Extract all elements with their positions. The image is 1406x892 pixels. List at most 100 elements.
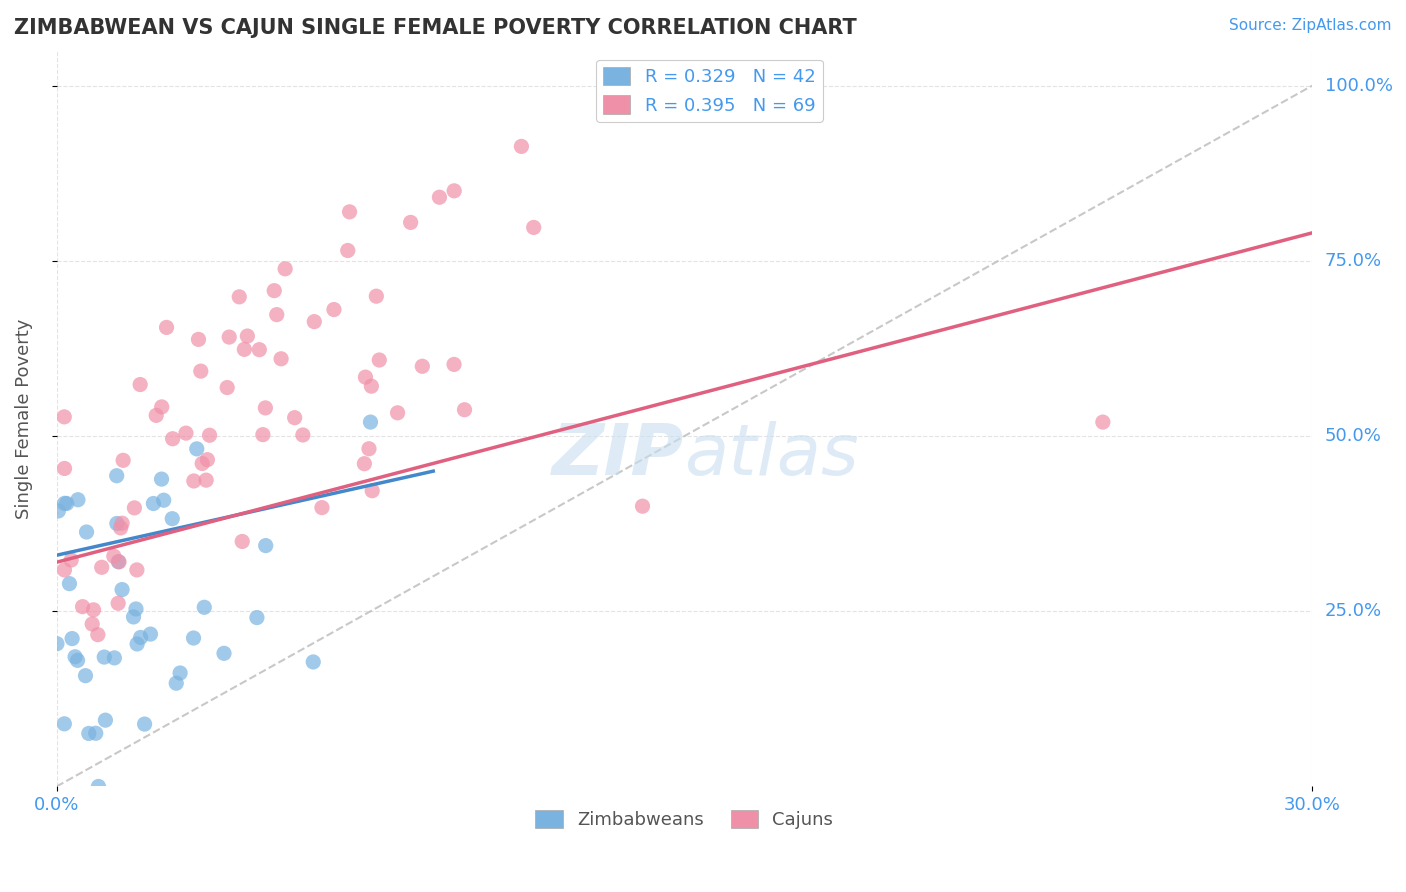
Point bbox=[124, 500, 146, 515]
Point bbox=[75, 668, 97, 682]
Point bbox=[336, 244, 359, 258]
Point bbox=[45, 637, 67, 651]
Point bbox=[139, 627, 162, 641]
Point bbox=[274, 261, 297, 276]
Point bbox=[107, 555, 129, 569]
Point bbox=[103, 651, 125, 665]
Point bbox=[353, 457, 375, 471]
Point bbox=[443, 184, 465, 198]
Point bbox=[357, 442, 380, 456]
Point bbox=[127, 637, 149, 651]
Point bbox=[254, 539, 277, 553]
Point bbox=[90, 560, 112, 574]
Point bbox=[122, 610, 145, 624]
Point bbox=[84, 726, 107, 740]
Point bbox=[302, 655, 325, 669]
Point bbox=[83, 603, 105, 617]
Point bbox=[183, 474, 205, 488]
Point bbox=[145, 409, 167, 423]
Point bbox=[399, 215, 422, 229]
Point bbox=[60, 553, 83, 567]
Point bbox=[58, 576, 80, 591]
Point bbox=[323, 302, 346, 317]
Point bbox=[53, 716, 76, 731]
Point bbox=[523, 220, 546, 235]
Y-axis label: Single Female Poverty: Single Female Poverty bbox=[15, 318, 32, 519]
Point bbox=[63, 649, 86, 664]
Point bbox=[263, 284, 285, 298]
Point bbox=[60, 632, 83, 646]
Point bbox=[162, 511, 184, 525]
Point bbox=[233, 343, 256, 357]
Point bbox=[152, 493, 174, 508]
Point bbox=[671, 103, 693, 118]
Point bbox=[53, 496, 76, 510]
Point bbox=[339, 205, 361, 219]
Point bbox=[304, 315, 326, 329]
Point bbox=[254, 401, 277, 415]
Point bbox=[125, 602, 148, 616]
Point bbox=[284, 410, 307, 425]
Point bbox=[360, 415, 382, 429]
Point bbox=[252, 427, 274, 442]
Point bbox=[66, 492, 89, 507]
Point bbox=[198, 428, 221, 442]
Point bbox=[183, 631, 205, 645]
Point bbox=[72, 599, 94, 614]
Point bbox=[231, 534, 253, 549]
Point bbox=[150, 400, 173, 414]
Text: 25.0%: 25.0% bbox=[1324, 602, 1382, 620]
Point bbox=[510, 139, 533, 153]
Point bbox=[155, 320, 177, 334]
Point bbox=[236, 329, 259, 343]
Point bbox=[55, 496, 77, 510]
Point bbox=[247, 343, 270, 357]
Point bbox=[187, 332, 209, 346]
Point bbox=[186, 442, 208, 456]
Point bbox=[366, 289, 388, 303]
Point bbox=[270, 351, 292, 366]
Point bbox=[354, 370, 377, 384]
Point bbox=[631, 499, 654, 513]
Point bbox=[443, 358, 465, 372]
Point bbox=[453, 402, 475, 417]
Point bbox=[228, 290, 250, 304]
Point bbox=[246, 610, 269, 624]
Point bbox=[212, 646, 235, 660]
Point bbox=[53, 409, 76, 424]
Point bbox=[1091, 415, 1114, 429]
Point bbox=[125, 563, 148, 577]
Point bbox=[217, 380, 239, 394]
Point bbox=[190, 364, 212, 378]
Point bbox=[191, 457, 214, 471]
Text: 50.0%: 50.0% bbox=[1324, 427, 1382, 445]
Point bbox=[111, 516, 134, 531]
Point bbox=[111, 582, 134, 597]
Point bbox=[48, 504, 70, 518]
Point bbox=[311, 500, 333, 515]
Point bbox=[107, 596, 129, 610]
Text: ZIP: ZIP bbox=[553, 421, 685, 490]
Point bbox=[162, 432, 184, 446]
Point bbox=[291, 428, 314, 442]
Point bbox=[53, 461, 76, 475]
Point bbox=[150, 472, 173, 486]
Point bbox=[266, 308, 288, 322]
Point bbox=[87, 780, 110, 794]
Point bbox=[76, 524, 98, 539]
Point bbox=[105, 516, 128, 531]
Point bbox=[53, 563, 76, 577]
Point bbox=[197, 452, 219, 467]
Point bbox=[77, 726, 100, 740]
Point bbox=[174, 426, 197, 441]
Text: Source: ZipAtlas.com: Source: ZipAtlas.com bbox=[1229, 18, 1392, 33]
Point bbox=[129, 377, 152, 392]
Point bbox=[142, 496, 165, 510]
Text: atlas: atlas bbox=[685, 421, 859, 490]
Point bbox=[103, 549, 125, 564]
Text: 75.0%: 75.0% bbox=[1324, 252, 1382, 270]
Point bbox=[112, 453, 135, 467]
Point bbox=[165, 676, 187, 690]
Point bbox=[361, 483, 384, 498]
Point bbox=[195, 473, 218, 487]
